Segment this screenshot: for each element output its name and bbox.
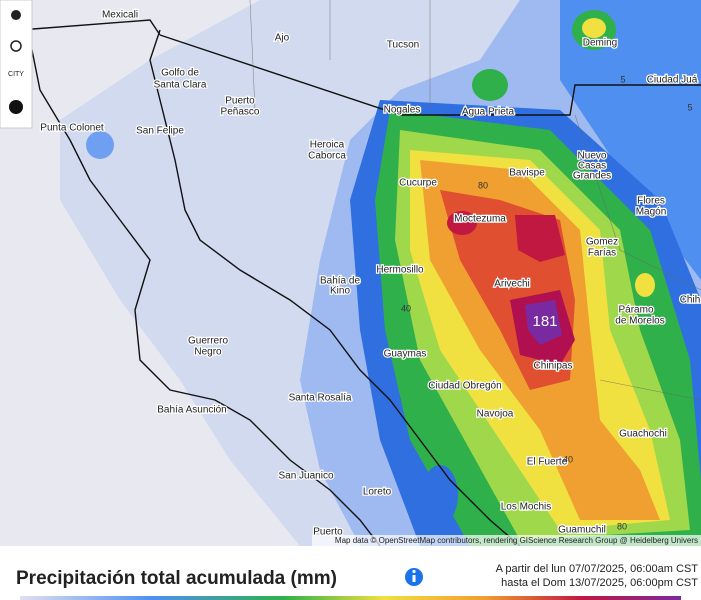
city-label: Puerto: [225, 96, 255, 107]
max-label: 181: [532, 313, 557, 330]
zoom-button[interactable]: [10, 40, 22, 52]
city-label: Mexicali: [102, 10, 138, 21]
city-label: Ciudad Juá: [647, 75, 698, 86]
contour-label: 5: [687, 102, 692, 112]
city-label: Santa Rosalía: [289, 393, 352, 404]
city-label: Kino: [330, 286, 350, 297]
city-label: Guamuchil: [558, 525, 606, 536]
city-label: Grandes: [573, 171, 611, 182]
coastlines: [19, 19, 701, 547]
city-label: Páramo: [618, 305, 653, 316]
city-label: Deming: [583, 38, 617, 49]
city-label: Los Mochis: [501, 502, 552, 513]
legend-panel: [0, 546, 701, 600]
city-label: Tucson: [387, 40, 419, 51]
city-label: Moctezuma: [454, 214, 506, 225]
color-scale: [20, 596, 681, 600]
legend-title: Precipitación total acumulada (mm): [16, 568, 337, 589]
city-label: Guaymas: [384, 349, 427, 360]
city-label: Navojoa: [477, 409, 514, 420]
city-label: San Felipe: [136, 126, 184, 137]
city-label: Nuevo: [578, 151, 607, 162]
city-label: Gomez: [586, 237, 618, 248]
period-to: hasta el Dom 13/07/2025, 06:00pm CST: [501, 577, 698, 589]
period-from: A partir del lun 07/07/2025, 06:00am CST: [496, 563, 699, 575]
city-toggle[interactable]: CITY: [8, 71, 24, 78]
city-label: Chih: [680, 295, 701, 306]
city-label: Peñasco: [221, 107, 260, 118]
state-borders: [249, 0, 701, 401]
city-label: Guerrero: [188, 336, 228, 347]
city-label: Heroica: [310, 140, 345, 151]
city-label: Bahía de: [320, 276, 360, 287]
city-label: Hermosillo: [376, 265, 424, 276]
attribution-bg: [312, 535, 701, 546]
city-label: Agua Prieta: [462, 107, 515, 118]
city-label: Bahía Asunción: [157, 405, 227, 416]
city-label: Loreto: [363, 487, 392, 498]
city-label: San Juanico: [278, 471, 333, 482]
location-button[interactable]: [11, 10, 21, 20]
city-label: Ajo: [275, 33, 290, 44]
contour-label: 80: [478, 180, 488, 190]
city-label: Magón: [636, 207, 667, 218]
attribution: Map data © OpenStreetMap contributors, r…: [335, 536, 698, 545]
city-label: Punta Colonet: [40, 123, 104, 134]
city-label: Ciudad Obregón: [428, 381, 501, 392]
city-label: Negro: [194, 347, 222, 358]
contour-label: 5: [620, 74, 625, 84]
city-label: Bavispe: [509, 168, 545, 179]
contour-label: 80: [617, 521, 627, 531]
city-label: Arivechi: [494, 279, 530, 290]
info-glyph: [412, 575, 416, 582]
city-label: Golfo de: [161, 68, 199, 79]
city-label: Santa Clara: [154, 80, 207, 91]
contour-label: 40: [563, 454, 573, 464]
city-label: Farías: [588, 248, 616, 259]
city-label: Cucurpe: [399, 178, 437, 189]
city-label: Guachochi: [619, 429, 667, 440]
city-label: Flores: [637, 196, 665, 207]
contour-label: 40: [401, 303, 411, 313]
info-glyph-dot: [412, 569, 416, 574]
city-label: Caborca: [308, 151, 346, 162]
precip-field: [60, 0, 701, 546]
city-label: El Fuerte: [527, 457, 568, 468]
city-label: Nogales: [384, 105, 421, 116]
layer-button[interactable]: [9, 100, 23, 114]
city-label: de Morelos: [615, 316, 664, 327]
city-label: Chinipas: [534, 361, 573, 372]
city-label: Casas: [578, 161, 606, 172]
